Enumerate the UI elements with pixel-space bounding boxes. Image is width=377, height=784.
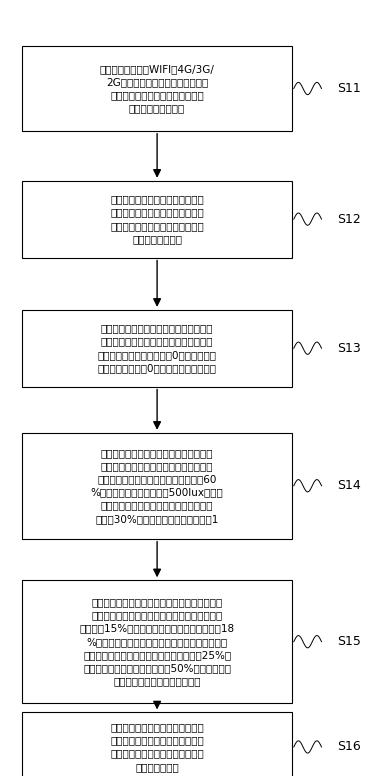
FancyBboxPatch shape [22,713,292,782]
Text: 用户移动终端的应用程序依据所在
地理位置，通过互联网查询当地日
出日落时间、紫外线强度和光照强
度数据库的信息；: 用户移动终端的应用程序依据所在 地理位置，通过互联网查询当地日 出日落时间、紫外… [110,194,204,244]
Text: S14: S14 [337,479,361,492]
FancyBboxPatch shape [22,310,292,387]
Text: 如果用户当前时间在当地日出与日落时间
之间，用户移动终端的应用程序设置光照
强度高阈值为当地当时的光照强度乘以60
%；设置光照强度低阈值为500lux；设置
: 如果用户当前时间在当地日出与日落时间 之间，用户移动终端的应用程序设置光照 强度… [91,448,224,524]
FancyBboxPatch shape [22,433,292,539]
Text: S16: S16 [337,740,361,753]
Text: 如果用户当前时间在当地日出时间之前，
日落时间之后，用户移动终端的应用程序
设置光照强度高低阈值均为0，设置紫外线
指数高低阈值均为0，表示此时无法判定；: 如果用户当前时间在当地日出时间之前， 日落时间之后，用户移动终端的应用程序 设置… [98,324,217,373]
Text: S15: S15 [337,635,361,648]
Text: S12: S12 [337,212,361,226]
Text: 用户移动终端通过WIFI、4G/3G/
2G移动通信网络获取用户当前时间
、所在地理位置、当地天气状况和
气候条件到应用程序: 用户移动终端通过WIFI、4G/3G/ 2G移动通信网络获取用户当前时间 、所在… [100,64,215,114]
FancyBboxPatch shape [22,580,292,703]
FancyBboxPatch shape [22,181,292,258]
Text: 如果用户当前地理位置处于阴天或小雨气候条件
，用户移动终端的应用程序设置的光照强度高阈
值再降低15%，设置的紫外线指数高阈值再降低18
%；如果用户当前地理位: 如果用户当前地理位置处于阴天或小雨气候条件 ，用户移动终端的应用程序设置的光照强… [80,597,234,686]
Text: 用户移动终端的应用程序与所述的
装置通讯，把设定好的光照强度高
低阈值和紫外线指数高低阈值传输
给所述的装置。: 用户移动终端的应用程序与所述的 装置通讯，把设定好的光照强度高 低阈值和紫外线指… [110,722,204,771]
FancyBboxPatch shape [22,46,292,131]
Text: S11: S11 [337,82,361,95]
Text: S13: S13 [337,342,361,354]
